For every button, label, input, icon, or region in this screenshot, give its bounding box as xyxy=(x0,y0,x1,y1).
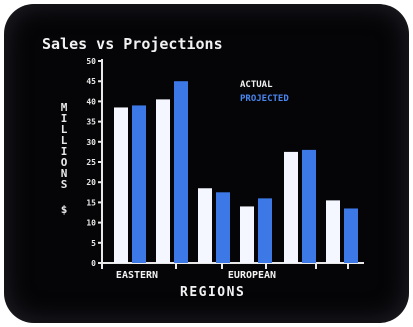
y-axis-label-char: L xyxy=(61,134,68,147)
y-tick-label: 15 xyxy=(86,198,96,207)
crt-screen: Sales vs Projections ACTUAL PROJECTED RE… xyxy=(4,4,409,323)
y-tick-label: 50 xyxy=(86,57,96,66)
bar-projected xyxy=(258,198,272,263)
y-tick-label: 35 xyxy=(86,118,96,127)
chart: Sales vs Projections ACTUAL PROJECTED RE… xyxy=(42,35,364,300)
y-tick-label: 25 xyxy=(86,158,96,167)
y-axis-label-char: L xyxy=(61,123,68,136)
bar-actual xyxy=(284,151,298,263)
bar-actual xyxy=(198,188,212,263)
y-tick-label: 40 xyxy=(86,97,96,106)
x-axis-label: REGIONS xyxy=(180,285,245,300)
y-tick-label: 10 xyxy=(86,219,96,228)
y-tick-label: 45 xyxy=(86,77,96,86)
bar-actual xyxy=(240,206,254,263)
y-axis-label-char: M xyxy=(61,101,68,114)
y-tick-label: 20 xyxy=(86,178,96,187)
y-axis-label-char: I xyxy=(61,145,68,158)
bars xyxy=(114,81,358,264)
bar-actual xyxy=(326,200,340,263)
y-axis-label-char: I xyxy=(61,112,68,125)
y-axis-label-char: N xyxy=(61,167,68,180)
x-group-label: EASTERN xyxy=(116,270,158,281)
bar-projected xyxy=(216,192,230,263)
bar-projected xyxy=(132,105,146,263)
x-group-label: EUROPEAN xyxy=(228,270,276,281)
bar-actual xyxy=(156,99,170,263)
y-tick-label: 5 xyxy=(91,239,96,248)
y-tick-label: 0 xyxy=(91,259,96,268)
y-axis-label-char: $ xyxy=(61,203,68,216)
legend-actual: ACTUAL xyxy=(240,80,273,90)
chart-title: Sales vs Projections xyxy=(42,35,223,53)
y-axis-label-char: S xyxy=(61,178,68,191)
bar-actual xyxy=(114,107,128,264)
bar-projected xyxy=(302,149,316,263)
bar-projected xyxy=(344,208,358,263)
y-tick-label: 30 xyxy=(86,138,96,147)
legend-projected: PROJECTED xyxy=(240,94,289,104)
y-axis-label-char: O xyxy=(61,156,68,169)
bar-projected xyxy=(174,81,188,263)
